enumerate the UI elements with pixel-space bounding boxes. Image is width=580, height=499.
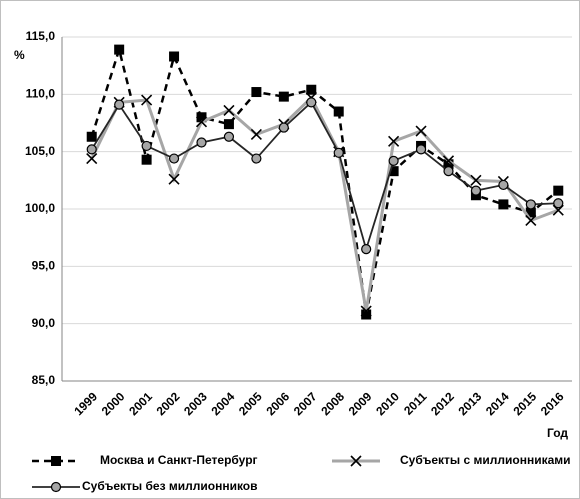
marker <box>86 131 97 142</box>
marker <box>525 199 536 210</box>
y-tick-label: 105,0 <box>25 144 55 158</box>
marker <box>114 99 125 110</box>
marker <box>223 104 235 116</box>
marker <box>388 166 399 177</box>
marker <box>388 135 400 147</box>
marker <box>141 94 153 106</box>
marker <box>168 173 180 185</box>
marker <box>443 166 454 177</box>
series <box>86 97 564 255</box>
legend-item: Москва и Санкт-Петербург <box>32 453 258 467</box>
legend-marker <box>350 455 362 467</box>
series-line <box>90 45 560 315</box>
marker <box>388 155 399 166</box>
y-tick-label: 100,0 <box>25 201 55 215</box>
marker <box>525 214 537 227</box>
legend-item: Субъекты с миллионниками <box>332 453 571 467</box>
marker <box>498 179 509 191</box>
marker <box>278 122 289 133</box>
marker <box>443 159 454 170</box>
marker <box>196 112 207 123</box>
marker <box>415 144 427 155</box>
marker <box>360 305 372 317</box>
marker <box>470 174 482 186</box>
y-tick-label: 110,0 <box>26 87 56 101</box>
marker <box>306 84 317 95</box>
marker <box>553 185 564 196</box>
marker <box>333 147 344 158</box>
series-line <box>90 95 559 312</box>
marker <box>553 198 564 209</box>
y-tick-label: 95,0 <box>32 259 56 273</box>
marker <box>251 153 262 164</box>
y-tick-label: 115,0 <box>26 29 56 43</box>
marker <box>86 152 98 165</box>
marker <box>415 125 427 137</box>
marker <box>168 153 180 164</box>
marker <box>169 51 180 62</box>
marker <box>306 97 317 108</box>
marker <box>470 185 482 196</box>
x-axis-label: Год <box>547 426 568 440</box>
legend-marker <box>50 481 62 493</box>
marker <box>361 244 372 255</box>
marker <box>498 199 509 210</box>
y-tick-label: 90,0 <box>32 316 56 330</box>
marker <box>114 44 125 55</box>
marker <box>361 309 372 320</box>
marker <box>223 131 235 142</box>
series <box>86 44 564 320</box>
legend-label: Субъекты с миллионниками <box>400 453 571 467</box>
marker <box>333 106 344 117</box>
marker <box>141 154 152 165</box>
y-tick-label: 85,0 <box>32 373 56 387</box>
marker <box>86 144 97 155</box>
y-axis-label: % <box>14 48 25 62</box>
legend-item: Субъекты без миллионников <box>32 479 258 493</box>
marker <box>195 116 208 128</box>
legend-label: Москва и Санкт-Петербург <box>100 453 258 467</box>
marker <box>525 207 536 218</box>
legend-label: Субъекты без миллионников <box>82 479 258 493</box>
marker <box>223 119 234 130</box>
marker <box>141 140 152 152</box>
legend-marker <box>51 456 61 466</box>
marker <box>251 87 262 98</box>
marker <box>250 128 262 141</box>
marker <box>442 155 455 167</box>
marker <box>278 91 289 102</box>
marker <box>196 137 207 148</box>
